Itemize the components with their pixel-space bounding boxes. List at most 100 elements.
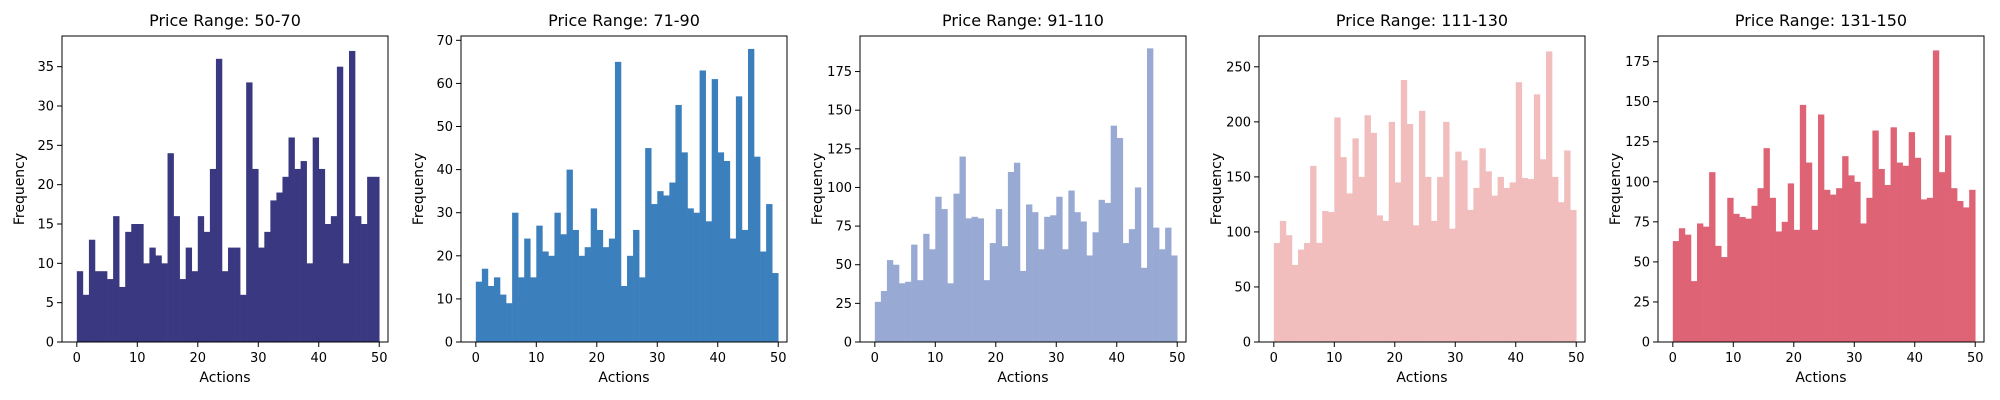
histogram-bar (246, 82, 253, 342)
histogram-bar (1328, 212, 1335, 342)
histogram-bar (905, 281, 912, 342)
histogram-bar (754, 156, 761, 342)
histogram-bar (1098, 199, 1105, 342)
histogram-bar (487, 285, 495, 342)
histogram-bar (1159, 249, 1166, 342)
y-axis-label: Frequency (1209, 153, 1225, 225)
histogram-bar (899, 283, 906, 342)
histogram-bar (1406, 124, 1414, 342)
histogram-bar (760, 251, 767, 342)
histogram-bar (729, 238, 737, 342)
histogram-bar (306, 263, 313, 342)
y-tick-label: 60 (436, 77, 453, 92)
x-tick-label: 0 (73, 351, 81, 366)
plot-frame (859, 35, 1187, 343)
histogram-bar (1340, 157, 1347, 342)
histogram-bar (1727, 197, 1734, 342)
y-tick-label: 50 (1633, 255, 1650, 270)
histogram-bar (1884, 184, 1891, 342)
histogram-bar (1866, 197, 1873, 342)
histogram-bar (1128, 229, 1136, 342)
y-tick-label: 175 (1625, 55, 1650, 70)
histogram-bar (1467, 209, 1474, 342)
histogram-bar (1570, 209, 1577, 342)
histogram-bar (294, 168, 301, 342)
histogram-bar (1805, 162, 1813, 342)
histogram-bar (1751, 205, 1758, 342)
histogram-bar (1896, 162, 1903, 342)
histogram-bar (167, 153, 174, 342)
histogram-bar (1951, 188, 1958, 342)
histogram-bar (1437, 176, 1444, 342)
histogram-bar (1382, 220, 1390, 342)
histogram-bar (651, 204, 658, 342)
histogram-bar (1703, 226, 1710, 342)
histogram-bar (197, 216, 205, 342)
x-tick-label: 10 (1725, 351, 1742, 366)
histogram-bar (221, 271, 229, 342)
plot-frame (61, 35, 389, 343)
histogram-bar (481, 268, 489, 342)
histogram-bar (1455, 151, 1462, 342)
histogram-bar (524, 238, 531, 342)
histogram-bar (143, 263, 150, 342)
histogram-bar (209, 168, 217, 342)
x-tick-label: 50 (1169, 351, 1186, 366)
y-tick-label: 150 (1625, 95, 1650, 110)
histogram-bar (1926, 197, 1934, 342)
y-tick-label: 30 (37, 100, 54, 115)
y-tick-label: 0 (1243, 336, 1251, 351)
histogram-bar (620, 285, 628, 342)
histogram-bar (367, 176, 374, 342)
histogram-bar (82, 294, 90, 342)
histogram-bar (953, 193, 960, 342)
x-axis-label: Actions (199, 370, 250, 386)
x-tick-label: 50 (371, 351, 388, 366)
y-tick-label: 10 (37, 257, 54, 272)
histogram-bar (1527, 179, 1535, 342)
histogram-bar (1938, 172, 1946, 342)
y-tick-label: 125 (1625, 135, 1650, 150)
histogram-bar (1062, 249, 1069, 342)
y-tick-label: 30 (436, 206, 453, 221)
y-tick-label: 70 (436, 34, 453, 49)
histogram-bar (1509, 182, 1517, 342)
histogram-bar (1122, 243, 1130, 342)
histogram-bar (1461, 160, 1468, 342)
histogram-bar (1678, 228, 1686, 342)
histogram-bar (1032, 212, 1039, 342)
histogram-bar (578, 255, 585, 342)
histogram-bar (1503, 187, 1510, 342)
y-axis-label: Frequency (810, 153, 826, 225)
histogram-bar (1431, 220, 1438, 342)
chart-panel-3: 0 10 20 30 40 50 0 25 50 75 100 125 150 175 Price Rang… (810, 11, 1187, 386)
histogram-bar (113, 216, 120, 342)
histogram-bar (330, 216, 338, 342)
y-tick-label: 0 (1642, 336, 1650, 351)
histogram-bar (1050, 215, 1057, 342)
histogram-bar (1140, 267, 1148, 342)
x-axis-label: Actions (598, 370, 649, 386)
chart-panel-1: 0 10 20 30 40 50 0 5 10 15 20 25 30 35 Price Range: 50… (12, 11, 389, 386)
histogram-bar (155, 255, 162, 342)
histogram-bar (1352, 138, 1359, 342)
histogram-bar (324, 224, 332, 342)
histogram-bar (1854, 181, 1861, 342)
histogram-bar (1013, 162, 1021, 342)
histogram-bar (179, 279, 186, 342)
x-tick-label: 40 (709, 351, 726, 366)
y-tick-label: 40 (436, 163, 453, 178)
y-tick-label: 150 (827, 104, 852, 119)
histogram-bar (1388, 121, 1396, 342)
histogram-bar (1291, 264, 1299, 342)
histogram-bar (1672, 241, 1680, 342)
y-tick-label: 0 (46, 336, 54, 351)
histogram-bar (1026, 204, 1033, 342)
histogram-bar (1757, 188, 1764, 342)
histogram-bar (1969, 189, 1976, 342)
y-tick-label: 0 (844, 336, 852, 351)
histogram-bar (1539, 159, 1547, 342)
y-tick-label: 75 (1633, 215, 1650, 230)
x-tick-label: 30 (250, 351, 267, 366)
y-tick-label: 175 (827, 65, 852, 80)
